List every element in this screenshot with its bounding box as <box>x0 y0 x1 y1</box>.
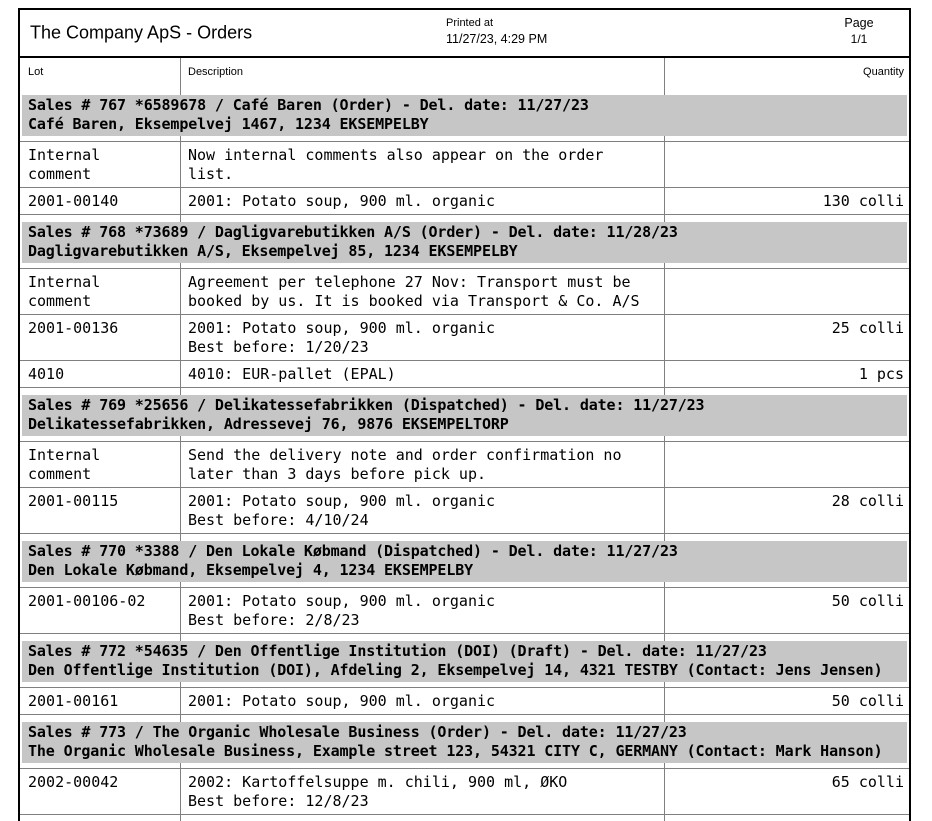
quantity-cell <box>664 142 909 187</box>
order-lines: 2001-00106-02 2001: Potato soup, 900 ml. … <box>20 587 909 634</box>
column-header-lot: Lot <box>28 66 44 78</box>
sales-order-header: Sales # 770 *3388 / Den Lokale Købmand (… <box>22 541 907 582</box>
table-column-headers: Lot Description Quantity <box>20 58 909 88</box>
sales-order-title: Sales # 773 / The Organic Wholesale Busi… <box>28 723 687 741</box>
table-continuation <box>20 815 909 821</box>
lot-cell: Internal comment <box>28 273 101 310</box>
quantity-cell: 28 colli <box>831 492 904 510</box>
report-title: The Company ApS - Orders <box>30 22 253 43</box>
order-line-row: Internal comment Send the delivery note a… <box>20 442 909 488</box>
description-cell: Agreement per telephone 27 Nov: Transpor… <box>188 273 640 310</box>
sales-order-title: Sales # 770 *3388 / Den Lokale Købmand (… <box>28 542 678 560</box>
printed-at-block: Printed at 11/27/23, 4:29 PM <box>446 16 547 48</box>
lot-cell: Internal comment <box>28 446 101 483</box>
lot-cell: 2001-00140 <box>28 192 119 210</box>
sales-order-title: Sales # 772 *54635 / Den Offentlige Inst… <box>28 642 767 660</box>
orders-table: Lot Description Quantity Sales # 767 *65… <box>20 58 909 821</box>
sales-order-header: Sales # 768 *73689 / Dagligvarebutikken … <box>22 222 907 263</box>
printed-at-value: 11/27/23, 4:29 PM <box>446 32 548 46</box>
page-label: Page <box>844 16 874 30</box>
lot-cell: 2002-00042 <box>28 773 119 791</box>
report-header: The Company ApS - Orders Printed at 11/2… <box>20 10 909 58</box>
order-lines: 2002-00042 2002: Kartoffelsuppe m. chili,… <box>20 768 909 815</box>
description-cell: 2001: Potato soup, 900 ml. organic <box>188 192 496 210</box>
sales-order-address: Dagligvarebutikken A/S, Eksempelvej 85, … <box>28 242 518 260</box>
order-line-row: 2001-00106-02 2001: Potato soup, 900 ml. … <box>20 588 909 634</box>
sales-order-address: Delikatessefabrikken, Adressevej 76, 987… <box>28 415 509 433</box>
lot-cell: 4010 <box>28 365 65 383</box>
order-sections: Sales # 767 *6589678 / Café Baren (Order… <box>20 95 909 815</box>
order-line-row: 2002-00042 2002: Kartoffelsuppe m. chili,… <box>20 769 909 815</box>
order-lines: 2001-00161 2001: Potato soup, 900 ml. org… <box>20 687 909 715</box>
quantity-cell <box>664 442 909 487</box>
sales-order-address: Café Baren, Eksempelvej 1467, 1234 EKSEM… <box>28 115 429 133</box>
description-cell: 2001: Potato soup, 900 ml. organic Best … <box>188 319 496 356</box>
quantity-cell: 50 colli <box>831 592 904 610</box>
order-line-row: 4010 4010: EUR-pallet (EPAL) 1 pcs <box>20 361 909 388</box>
sales-order-title: Sales # 768 *73689 / Dagligvarebutikken … <box>28 223 678 241</box>
lot-cell: 2001-00136 <box>28 319 119 337</box>
description-cell: 4010: EUR-pallet (EPAL) <box>188 365 396 383</box>
page-number: 1/1 <box>850 32 868 46</box>
order-line-row: 2001-00161 2001: Potato soup, 900 ml. org… <box>20 688 909 715</box>
order-line-row: Internal comment Now internal comments al… <box>20 142 909 188</box>
order-line-row: 2001-00140 2001: Potato soup, 900 ml. org… <box>20 188 909 215</box>
order-lines: Internal comment Send the delivery note a… <box>20 441 909 534</box>
column-divider-description-quantity <box>664 58 665 821</box>
quantity-cell: 65 colli <box>831 773 904 791</box>
description-cell: Now internal comments also appear on the… <box>188 146 604 183</box>
order-line-row: 2001-00115 2001: Potato soup, 900 ml. org… <box>20 488 909 534</box>
description-cell: 2002: Kartoffelsuppe m. chili, 900 ml, Ø… <box>188 773 568 810</box>
orders-report: The Company ApS - Orders Printed at 11/2… <box>18 8 911 821</box>
quantity-cell <box>664 269 909 314</box>
sales-order-title: Sales # 767 *6589678 / Café Baren (Order… <box>28 96 589 114</box>
quantity-cell: 130 colli <box>822 192 904 210</box>
order-lines: Internal comment Agreement per telephone … <box>20 268 909 388</box>
lot-cell: 2001-00115 <box>28 492 119 510</box>
order-line-row: Internal comment Agreement per telephone … <box>20 269 909 315</box>
sales-order-address: Den Lokale Købmand, Eksempelvej 4, 1234 … <box>28 561 474 579</box>
sales-order-address: Den Offentlige Institution (DOI), Afdeli… <box>28 661 883 679</box>
lot-cell: Internal comment <box>28 146 101 183</box>
description-cell: 2001: Potato soup, 900 ml. organic Best … <box>188 492 496 529</box>
description-cell: 2001: Potato soup, 900 ml. organic <box>188 692 496 710</box>
sales-order-header: Sales # 772 *54635 / Den Offentlige Inst… <box>22 641 907 682</box>
quantity-cell: 50 colli <box>831 692 904 710</box>
column-divider-lot-description <box>180 58 181 821</box>
sales-order-header: Sales # 769 *25656 / Delikatessefabrikke… <box>22 395 907 436</box>
lot-cell: 2001-00161 <box>28 692 119 710</box>
order-line-row: 2001-00136 2001: Potato soup, 900 ml. org… <box>20 315 909 361</box>
description-cell: 2001: Potato soup, 900 ml. organic Best … <box>188 592 496 629</box>
description-cell: Send the delivery note and order confirm… <box>188 446 622 483</box>
quantity-cell: 25 colli <box>831 319 904 337</box>
column-header-description: Description <box>188 66 244 78</box>
sales-order-address: The Organic Wholesale Business, Example … <box>28 742 883 760</box>
sales-order-header: Sales # 773 / The Organic Wholesale Busi… <box>22 722 907 763</box>
lot-cell: 2001-00106-02 <box>28 592 146 610</box>
sales-order-header: Sales # 767 *6589678 / Café Baren (Order… <box>22 95 907 136</box>
sales-order-title: Sales # 769 *25656 / Delikatessefabrikke… <box>28 396 705 414</box>
quantity-cell: 1 pcs <box>858 365 904 383</box>
printed-at-label: Printed at <box>446 17 494 29</box>
page-block: Page 1/1 <box>799 16 919 47</box>
order-lines: Internal comment Now internal comments al… <box>20 141 909 215</box>
column-header-quantity: Quantity <box>863 66 904 78</box>
